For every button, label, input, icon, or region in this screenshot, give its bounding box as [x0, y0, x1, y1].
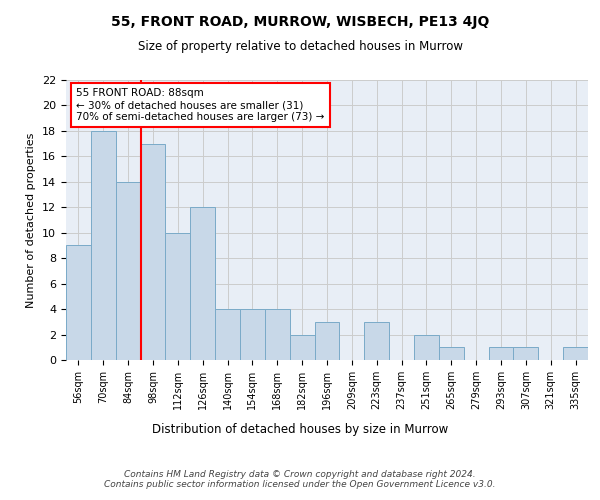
Bar	[414, 334, 439, 360]
Bar	[488, 348, 514, 360]
Bar	[140, 144, 166, 360]
Bar	[116, 182, 140, 360]
Bar	[240, 309, 265, 360]
Y-axis label: Number of detached properties: Number of detached properties	[26, 132, 37, 308]
Text: 55, FRONT ROAD, MURROW, WISBECH, PE13 4JQ: 55, FRONT ROAD, MURROW, WISBECH, PE13 4J…	[111, 15, 489, 29]
Bar	[66, 246, 91, 360]
Bar	[290, 334, 314, 360]
Bar	[563, 348, 588, 360]
Bar	[190, 208, 215, 360]
Bar	[215, 309, 240, 360]
Bar	[314, 322, 340, 360]
Text: Contains HM Land Registry data © Crown copyright and database right 2024.
Contai: Contains HM Land Registry data © Crown c…	[104, 470, 496, 490]
Bar	[439, 348, 464, 360]
Text: Size of property relative to detached houses in Murrow: Size of property relative to detached ho…	[137, 40, 463, 53]
Bar	[514, 348, 538, 360]
Text: Distribution of detached houses by size in Murrow: Distribution of detached houses by size …	[152, 422, 448, 436]
Bar	[166, 232, 190, 360]
Bar	[265, 309, 290, 360]
Text: 55 FRONT ROAD: 88sqm
← 30% of detached houses are smaller (31)
70% of semi-detac: 55 FRONT ROAD: 88sqm ← 30% of detached h…	[76, 88, 325, 122]
Bar	[364, 322, 389, 360]
Bar	[91, 131, 116, 360]
